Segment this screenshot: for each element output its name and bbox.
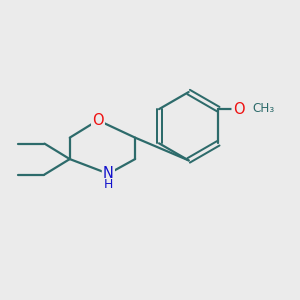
- Text: CH₃: CH₃: [253, 102, 275, 115]
- Text: H: H: [104, 178, 113, 191]
- Text: O: O: [92, 113, 104, 128]
- Text: O: O: [232, 102, 244, 117]
- Text: N: N: [103, 166, 114, 181]
